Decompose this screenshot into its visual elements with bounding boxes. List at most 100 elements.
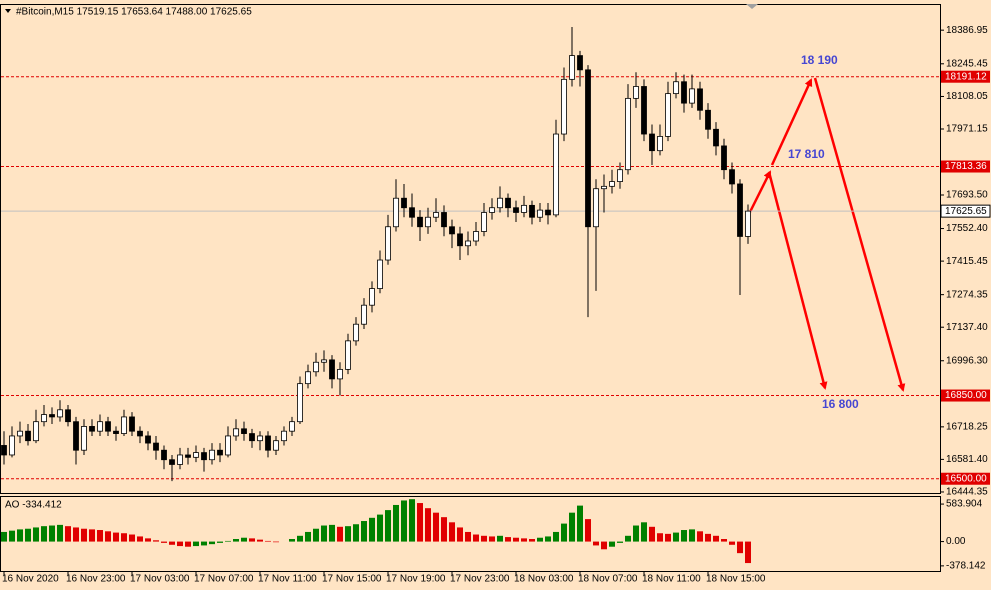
candle-body [321,359,327,363]
ao-bar [689,529,695,542]
y-tick-label: 17415.45 [946,256,988,267]
ao-bar [489,536,495,542]
candle-body [105,421,111,432]
ao-bar [73,527,79,542]
candle-body [537,209,543,218]
ao-bar [465,531,471,542]
candle-body [177,454,183,465]
x-tick-label: 18 Nov 15:00 [706,574,766,585]
candle-body [633,86,639,99]
level-label: 18191.12 [945,71,987,82]
candle-body [737,183,743,237]
y-tick-label: 583.904 [946,499,983,510]
y-tick-label: 17137.40 [946,322,988,333]
x-tick-label: 18 Nov 11:00 [642,574,701,585]
ao-bar [481,535,487,542]
ao-bar [305,531,311,542]
ao-bar [713,535,719,542]
y-tick-label: 17971.15 [946,124,988,135]
y-tick-label: 18108.05 [946,91,988,102]
candle-body [657,136,663,152]
y-tick-label: 16581.40 [946,454,988,465]
ao-bar [529,539,535,542]
ao-bar [721,539,727,542]
x-tick-label: 17 Nov 03:00 [130,574,190,585]
ao-bar [145,538,151,542]
ao-bar [257,539,263,542]
candle-body [273,440,279,451]
ao-bar [561,523,567,542]
ao-bar [17,529,23,542]
candle-body [665,93,671,137]
ao-bar [97,530,103,542]
menu-triangle [5,9,11,13]
ao-bar [329,524,335,542]
ao-bar [105,531,111,542]
candle-body [473,231,479,242]
y-tick-label: 16996.30 [946,355,988,366]
ao-bar [393,504,399,542]
x-tick-label: 18 Nov 03:00 [514,574,574,585]
ao-bar [569,512,575,542]
ao-bar [417,503,423,542]
ao-bar [337,526,343,542]
candle-body [121,416,127,434]
candle-body [433,212,439,218]
ao-bar [737,541,743,554]
ao-bar [745,541,751,564]
shift-marker [746,4,758,9]
ao-bar [113,532,119,542]
level-label-box [941,472,990,485]
main-frame [0,4,941,494]
candle-body [73,421,79,451]
y-tick-label: 18386.95 [946,25,988,36]
candle-body [441,212,447,228]
candle-body [449,226,455,235]
candle-body [377,259,383,289]
level-label-box [941,70,990,83]
annotation: 16 800 [822,397,859,411]
ao-bar [89,529,95,542]
candle-body [145,435,151,444]
ao-bar [65,526,71,542]
ao-bar [209,541,215,545]
ao-bar [217,541,223,543]
candle-body [249,433,255,442]
candle-body [329,359,335,380]
ao-bar [409,499,415,542]
ao-bar [193,541,199,547]
ao-bar [265,540,271,542]
annotation: 18 190 [801,53,838,67]
candle-body [257,435,263,442]
candle-body [713,128,719,147]
chart-title: #Bitcoin,M15 17519.15 17653.64 17488.00 … [16,7,252,18]
candle-body [25,430,31,442]
candle-body [393,197,399,228]
ao-bar [513,537,519,542]
candle-body [417,216,423,228]
candle-body [409,207,415,218]
candle-body [345,340,351,370]
ao-bar [505,537,511,542]
candle-body [193,452,199,458]
candle-body [585,69,591,228]
level-label: 17813.36 [945,161,987,172]
candle-body [153,442,159,451]
candle-body [513,207,519,213]
candle-body [305,371,311,385]
ao-bar [585,519,591,542]
candle-body [545,209,551,216]
ao-bar [377,514,383,542]
x-tick-label: 16 Nov 2020 [2,574,59,585]
candle-body [457,233,463,247]
ao-bar [521,538,527,542]
ao-bar [161,541,167,543]
x-tick-label: 17 Nov 19:00 [386,574,446,585]
ao-bar [81,528,87,542]
ao-bar [345,526,351,542]
ao-bar [497,535,503,542]
ao-bar [401,500,407,542]
candle-body [641,86,647,135]
ao-bar [353,524,359,542]
